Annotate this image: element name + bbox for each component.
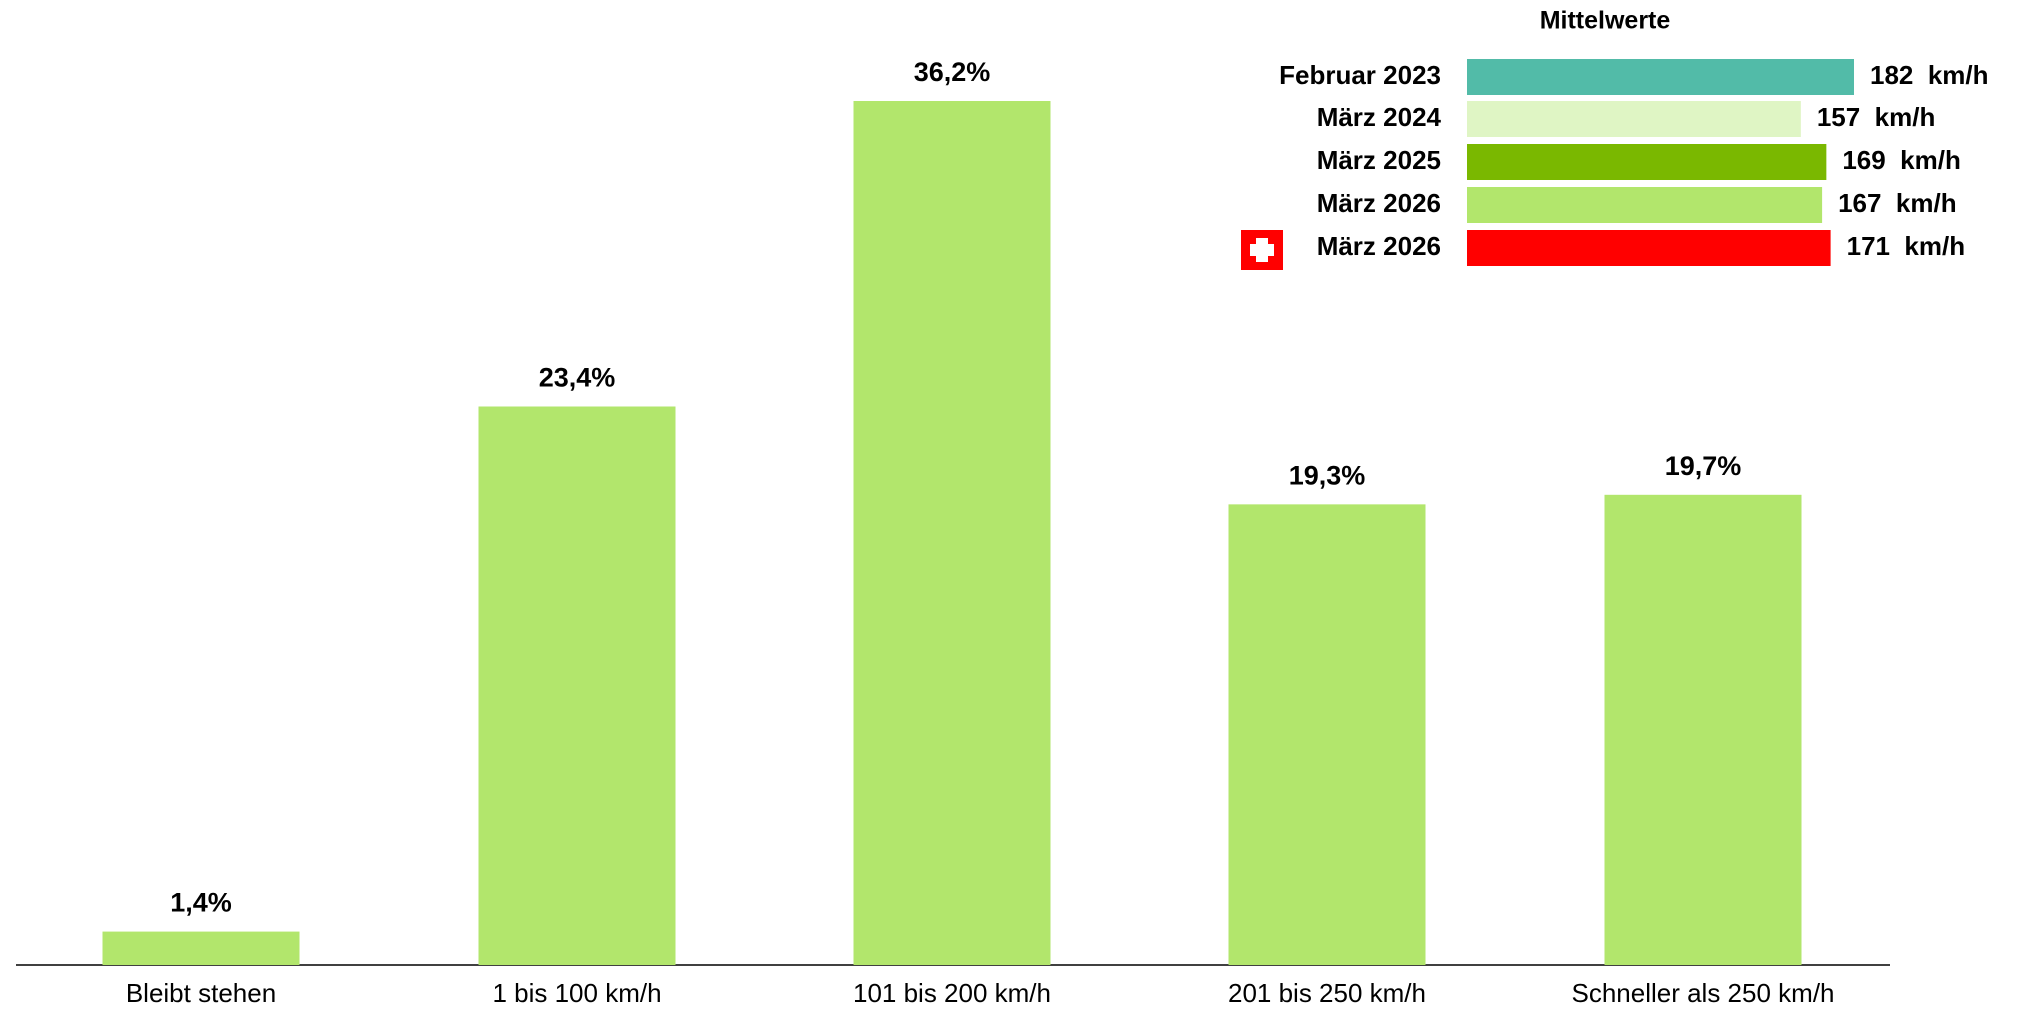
value-label: 19,3%: [1289, 460, 1366, 490]
bar: [1467, 101, 1801, 137]
bar: [1467, 144, 1827, 180]
bar: [1228, 504, 1426, 965]
bar: [478, 406, 676, 965]
inset-title: Mittelwerte: [1540, 7, 1671, 35]
value-label: 157 km/h: [1817, 102, 1936, 132]
bar: [1604, 494, 1802, 965]
value-label: 23,4%: [539, 363, 616, 393]
row-label: Februar 2023: [1279, 60, 1441, 90]
x-tick-label: Bleibt stehen: [126, 978, 276, 1008]
row-label: März 2026: [1317, 188, 1441, 218]
value-label: 1,4%: [170, 888, 232, 918]
row-label: März 2025: [1317, 145, 1441, 175]
x-tick-label: 1 bis 100 km/h: [492, 978, 661, 1008]
x-tick-label: 201 bis 250 km/h: [1228, 978, 1426, 1008]
bar: [1467, 59, 1854, 95]
value-label: 36,2%: [914, 57, 991, 87]
value-label: 167 km/h: [1838, 188, 1957, 218]
x-tick-label: 101 bis 200 km/h: [853, 978, 1051, 1008]
bar: [853, 101, 1051, 965]
value-label: 169 km/h: [1842, 145, 1961, 175]
row-label: März 2026: [1317, 231, 1441, 261]
x-tick-label: Schneller als 250 km/h: [1571, 978, 1834, 1008]
value-label: 171 km/h: [1847, 231, 1966, 261]
swiss-flag: [1241, 230, 1283, 270]
value-label: 182 km/h: [1870, 60, 1989, 90]
value-label: 19,7%: [1665, 451, 1742, 481]
bar: [1467, 230, 1831, 266]
bar: [1467, 187, 1823, 223]
row-label: März 2024: [1317, 102, 1442, 132]
bar: [102, 931, 300, 965]
